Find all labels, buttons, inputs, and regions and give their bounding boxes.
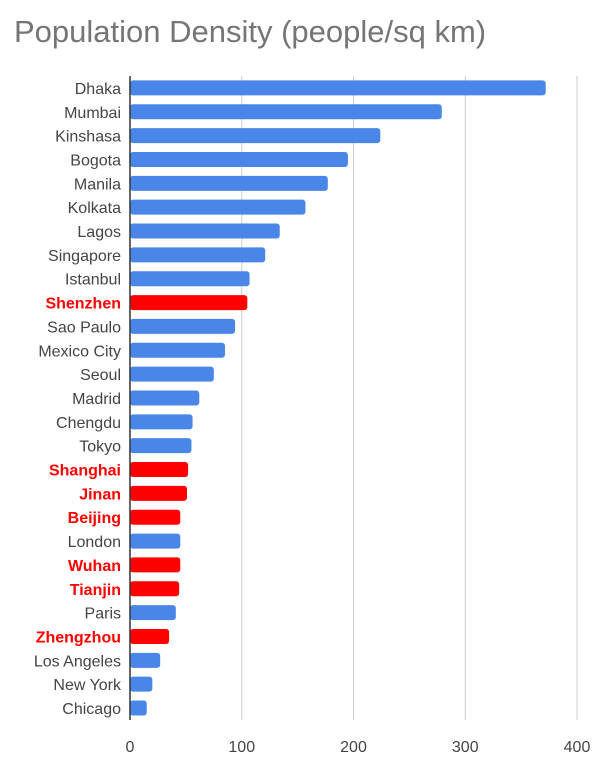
category-label-zhengzhou: Zhengzhou — [36, 629, 121, 646]
bar-istanbul — [130, 271, 250, 287]
category-label-mexico-city: Mexico City — [38, 343, 121, 360]
category-label-kolkata: Kolkata — [68, 200, 121, 217]
category-label-wuhan: Wuhan — [68, 558, 121, 575]
grid-lines — [241, 76, 578, 720]
category-label-tianjin: Tianjin — [70, 582, 121, 599]
bar-dhaka — [130, 80, 546, 96]
category-label-jinan: Jinan — [79, 486, 121, 503]
category-label-madrid: Madrid — [72, 391, 121, 408]
bar-kolkata — [130, 199, 306, 215]
bar-beijing — [130, 509, 181, 525]
bar-wuhan — [130, 557, 181, 573]
bar-bogota — [130, 151, 348, 167]
bar-manila — [130, 175, 328, 191]
category-label-seoul: Seoul — [80, 367, 121, 384]
bar-singapore — [130, 247, 266, 263]
category-label-singapore: Singapore — [48, 248, 121, 265]
x-tick-label-400: 400 — [564, 739, 591, 756]
bar-chengdu — [130, 414, 193, 430]
category-label-istanbul: Istanbul — [65, 272, 121, 289]
bar-madrid — [130, 390, 200, 406]
bar-los-angeles — [130, 652, 161, 668]
category-label-london: London — [68, 534, 121, 551]
x-tick-label-100: 100 — [228, 739, 255, 756]
category-label-chengdu: Chengdu — [56, 415, 121, 432]
category-label-shenzhen: Shenzhen — [45, 296, 121, 313]
bar-shanghai — [130, 462, 189, 478]
x-tick-label-200: 200 — [340, 739, 367, 756]
bar-london — [130, 533, 181, 549]
category-label-paris: Paris — [85, 606, 121, 623]
bar-mumbai — [130, 104, 442, 120]
category-label-new-york: New York — [53, 677, 122, 694]
bar-kinshasa — [130, 128, 381, 144]
bar-tokyo — [130, 438, 192, 454]
category-label-chicago: Chicago — [62, 701, 121, 718]
bar-tianjin — [130, 581, 180, 597]
x-tick-label-300: 300 — [452, 739, 479, 756]
bar-chicago — [130, 700, 147, 716]
x-tick-label-0: 0 — [126, 739, 135, 756]
category-label-shanghai: Shanghai — [49, 463, 121, 480]
bar-lagos — [130, 223, 280, 239]
bar-paris — [130, 605, 176, 621]
bar-zhengzhou — [130, 628, 170, 644]
bar-mexico-city — [130, 342, 225, 358]
category-label-los-angeles: Los Angeles — [34, 653, 121, 670]
category-label-kinshasa: Kinshasa — [55, 129, 121, 146]
chart-title: Population Density (people/sq km) — [14, 14, 487, 49]
bar-sao-paulo — [130, 318, 236, 334]
bar-jinan — [130, 485, 187, 501]
x-axis-ticks: 0 100 200 300 400 — [126, 739, 591, 756]
category-label-manila: Manila — [74, 176, 121, 193]
bar-new-york — [130, 676, 153, 692]
category-label-tokyo: Tokyo — [79, 439, 121, 456]
bars — [130, 80, 546, 716]
bar-shenzhen — [130, 295, 248, 311]
category-label-lagos: Lagos — [77, 224, 121, 241]
category-label-dhaka: Dhaka — [75, 81, 121, 98]
category-label-bogota: Bogota — [70, 152, 121, 169]
category-label-sao-paulo: Sao Paulo — [47, 319, 121, 336]
category-label-beijing: Beijing — [68, 510, 121, 527]
bar-seoul — [130, 366, 214, 382]
category-label-mumbai: Mumbai — [64, 105, 121, 122]
category-labels: Dhaka Mumbai Kinshasa Bogota Manila Kolkata La… — [34, 81, 122, 718]
